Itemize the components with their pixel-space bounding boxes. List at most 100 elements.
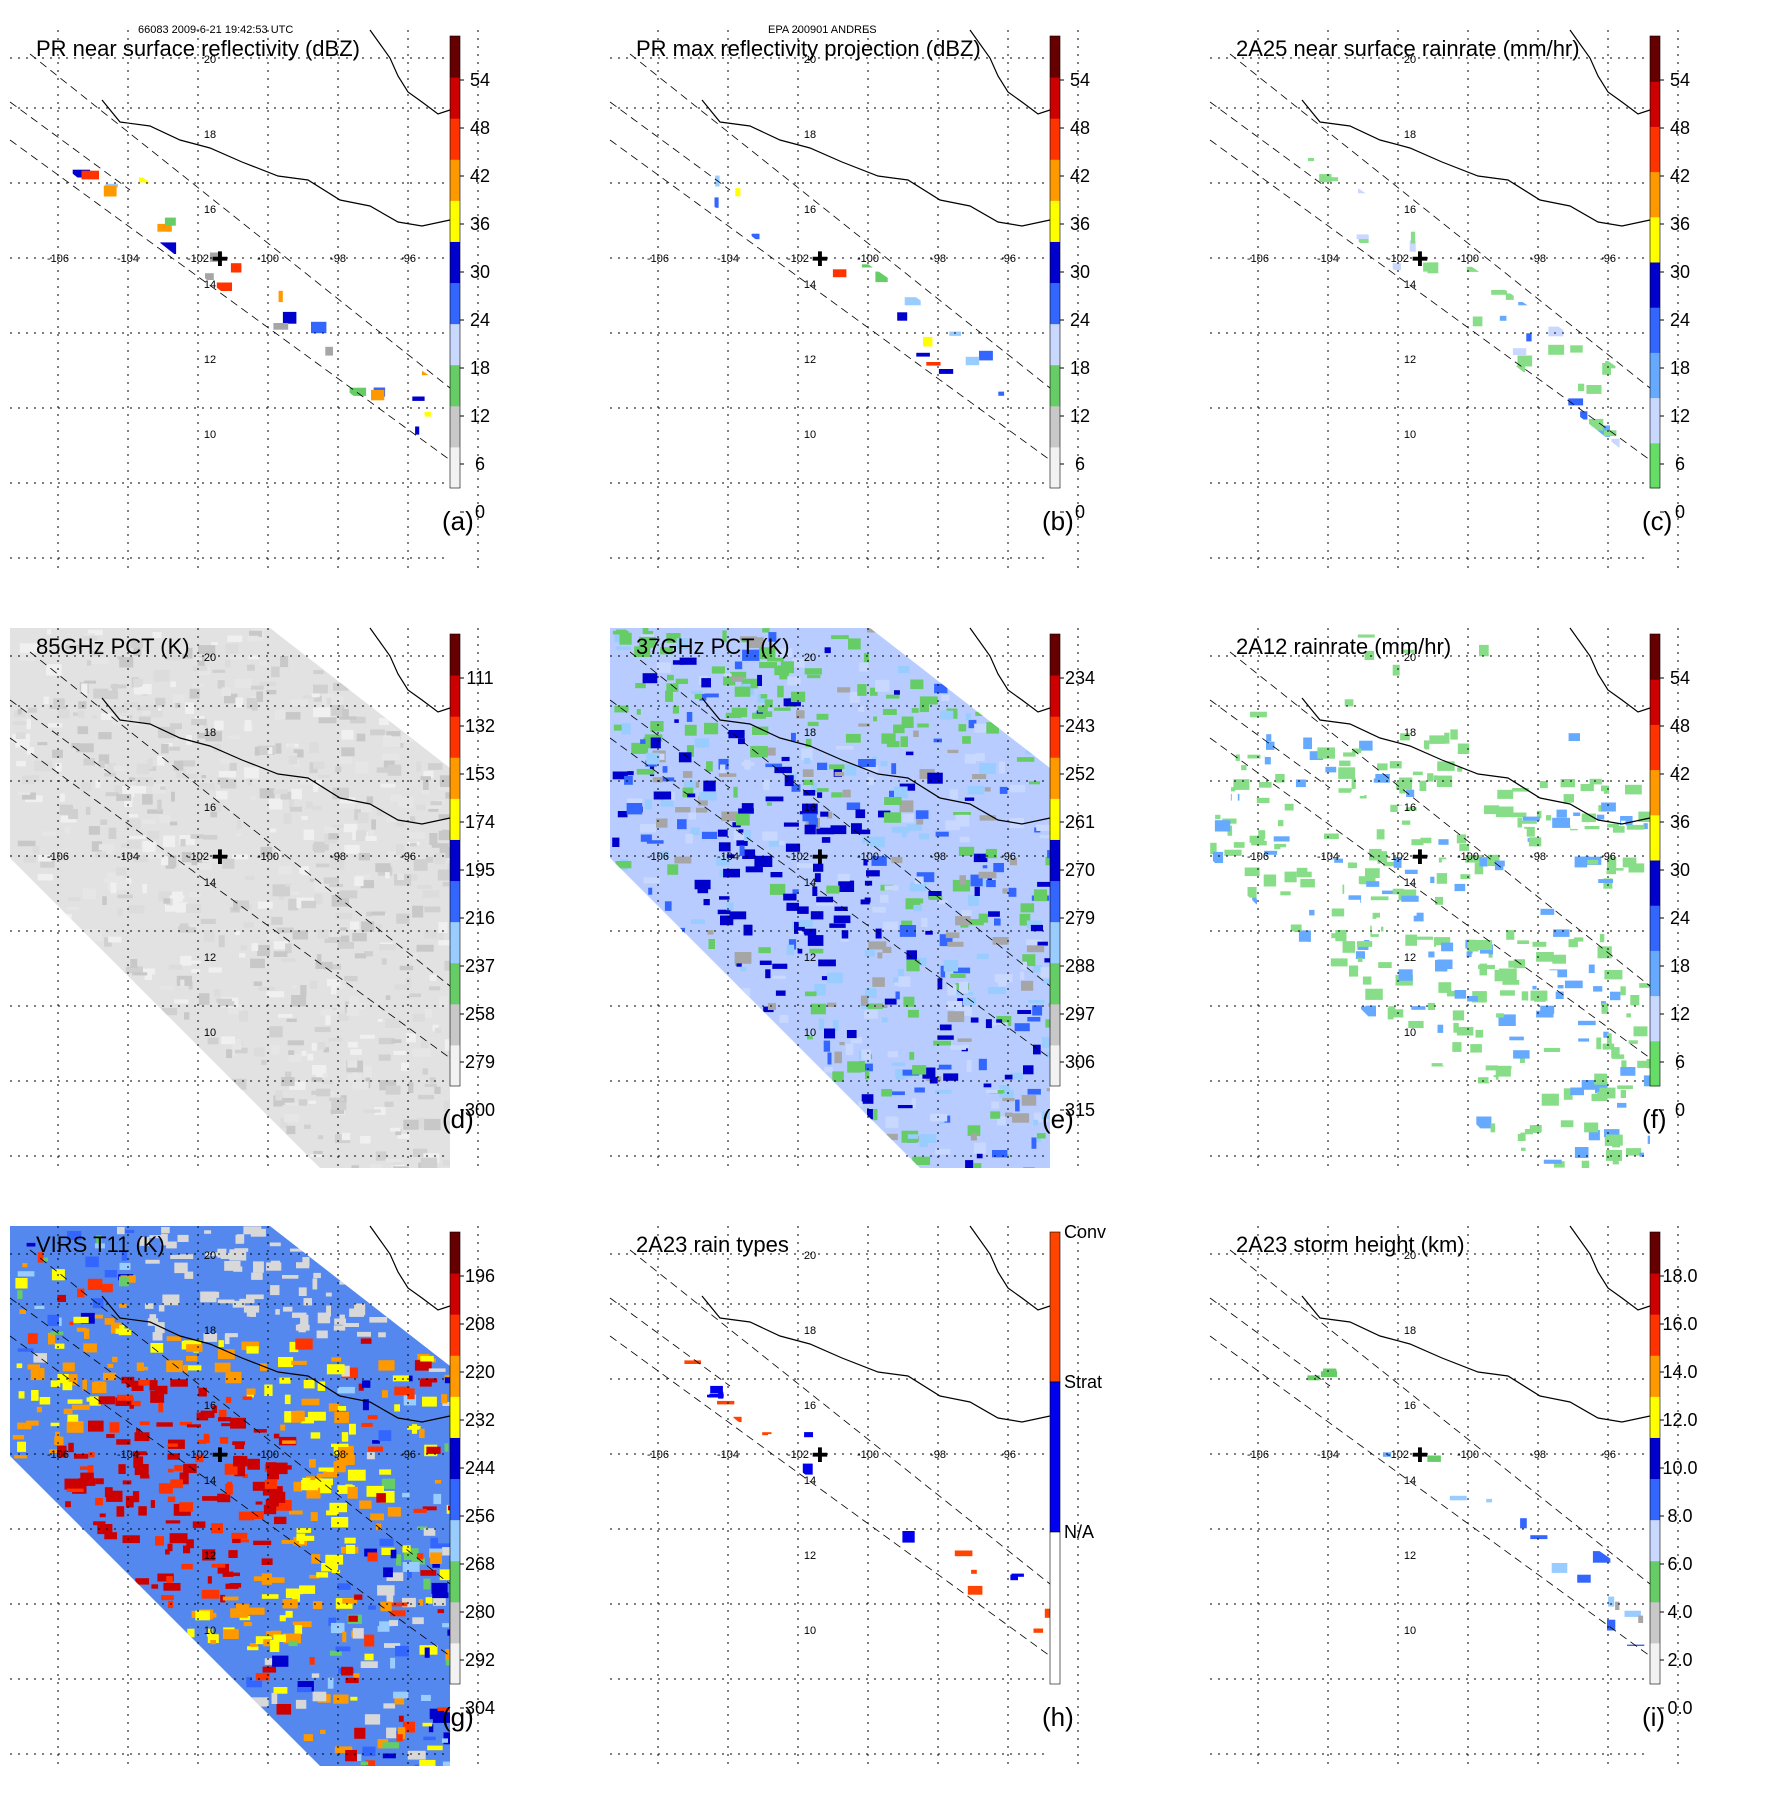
swath-pixel	[147, 809, 163, 814]
lon-label: -96	[1600, 851, 1616, 863]
colorbar-tick-label: 42	[1670, 166, 1690, 186]
swath-pixel	[196, 1412, 209, 1421]
swath-pixel	[1449, 847, 1458, 854]
swath-pixel	[886, 694, 900, 699]
swath-pixel	[940, 710, 954, 720]
swath-pixel	[1346, 899, 1361, 908]
swath-pixel	[350, 1049, 362, 1055]
swath-pixel	[383, 736, 401, 748]
swath-pixel	[26, 718, 31, 730]
swath-pixel	[98, 754, 110, 764]
swath-pixel	[347, 1060, 358, 1068]
swath-pixel	[1255, 782, 1272, 788]
swath-pixel	[903, 996, 915, 1007]
swath-pixel	[1233, 842, 1245, 848]
lat-label: 20	[204, 1250, 216, 1262]
swath-pixel	[639, 636, 657, 648]
swath-pixel	[1263, 874, 1277, 887]
swath-pixel	[132, 972, 148, 976]
swath-pixel	[1037, 881, 1050, 887]
swath-pixel	[431, 1582, 448, 1594]
swath-pixel	[104, 1318, 115, 1325]
swath-pixel	[613, 724, 625, 731]
swath-pixel	[342, 1323, 359, 1327]
lat-label: 12	[804, 1550, 816, 1562]
colorbar-tick-label: 24	[470, 310, 490, 330]
swath-pixel	[614, 705, 629, 713]
swath-pixel	[178, 1254, 194, 1259]
swath-pixel	[1436, 775, 1453, 787]
colorbar-tick-label: Strat	[1064, 1372, 1102, 1392]
swath-pixel	[30, 1368, 45, 1381]
swath-pixel	[233, 900, 239, 911]
lat-label: 16	[204, 1400, 216, 1412]
swath-pixel	[1384, 941, 1400, 945]
swath-pixel	[86, 929, 102, 941]
swath-pixel	[264, 1384, 273, 1396]
lat-label: 10	[204, 1027, 216, 1039]
swath-pixel	[1602, 363, 1611, 375]
swath-pixel	[84, 1328, 90, 1339]
swath-pixel	[640, 834, 652, 842]
lon-label: -104	[117, 1449, 139, 1461]
swath-pixel	[1601, 1003, 1609, 1014]
swath-pixel	[202, 1549, 216, 1561]
swath-pixel	[1356, 234, 1369, 240]
swath-pixel	[311, 321, 327, 334]
swath-pixel	[1578, 1020, 1596, 1026]
swath-pixel	[1338, 767, 1356, 779]
colorbar-tick-label: 18.0	[1662, 1266, 1697, 1286]
swath-pixel	[807, 1035, 813, 1040]
swath-pixel	[442, 881, 450, 887]
lon-label: -104	[717, 851, 739, 863]
colorbar-tick-label: 292	[465, 1650, 495, 1670]
swath-pixel	[719, 896, 730, 900]
swath-pixel	[345, 1677, 359, 1684]
swath-pixel	[968, 719, 977, 729]
swath-pixel	[807, 674, 821, 679]
swath-pixel	[934, 683, 948, 694]
swath-pixel	[738, 829, 744, 833]
swath-pixel	[109, 1422, 120, 1433]
swath-pixel	[233, 1572, 240, 1577]
swath-pixel	[313, 684, 328, 694]
swath-pixel	[703, 780, 716, 792]
swath-pixel	[1214, 654, 1222, 664]
swath-pixel	[699, 693, 707, 701]
swath-pixel	[1020, 903, 1035, 913]
swath-pixel	[422, 1396, 437, 1407]
swath-pixel	[328, 1617, 337, 1626]
swath-pixel	[337, 942, 354, 949]
swath-pixel	[1441, 942, 1454, 952]
swath-pixel	[425, 1597, 433, 1604]
swath-pixel	[361, 921, 375, 932]
swath-pixel	[912, 1156, 931, 1165]
swath-pixel	[165, 1520, 181, 1524]
swath-pixel	[1371, 923, 1381, 935]
swath-pixel	[222, 1629, 239, 1639]
swath-pixel	[133, 647, 142, 656]
swath-pixel	[141, 1366, 148, 1371]
swath-pixel	[316, 1088, 331, 1097]
swath-pixel	[881, 1017, 888, 1023]
swath-pixel	[672, 660, 685, 665]
swath-pixel	[1592, 1551, 1611, 1563]
swath-pixel	[91, 715, 97, 719]
swath-pixel	[1603, 878, 1613, 889]
swath-pixel	[442, 1121, 450, 1125]
swath-pixel	[234, 931, 240, 935]
swath-pixel	[209, 252, 223, 262]
swath-pixel	[1496, 806, 1514, 818]
swath-pixel	[1403, 907, 1417, 916]
swath-edge-lines	[1209, 53, 1651, 461]
swath-pixel	[247, 635, 259, 642]
swath-pixel	[905, 751, 914, 756]
swath-pixel	[357, 812, 369, 824]
swath-pixel	[1284, 871, 1297, 883]
swath-pixel	[849, 691, 860, 703]
swath-pixel	[183, 1365, 202, 1371]
swath-pixel	[439, 995, 448, 1007]
swath-pixel	[1438, 982, 1452, 993]
swath-pixel	[865, 1070, 870, 1080]
swath-pixel	[1586, 385, 1602, 394]
